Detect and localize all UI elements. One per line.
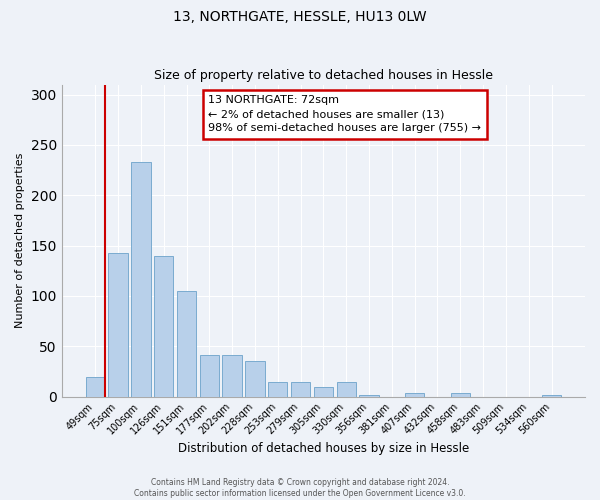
Bar	[337, 382, 356, 396]
Bar	[177, 291, 196, 397]
Bar	[359, 394, 379, 396]
Bar	[291, 382, 310, 396]
Y-axis label: Number of detached properties: Number of detached properties	[15, 153, 25, 328]
Bar	[268, 382, 287, 396]
Bar	[86, 376, 105, 396]
Bar	[109, 252, 128, 396]
Text: 13, NORTHGATE, HESSLE, HU13 0LW: 13, NORTHGATE, HESSLE, HU13 0LW	[173, 10, 427, 24]
Bar	[314, 386, 333, 396]
Bar	[131, 162, 151, 396]
Bar	[223, 356, 242, 397]
Bar	[405, 392, 424, 396]
Bar	[200, 356, 219, 397]
Text: 13 NORTHGATE: 72sqm
← 2% of detached houses are smaller (13)
98% of semi-detache: 13 NORTHGATE: 72sqm ← 2% of detached hou…	[208, 96, 481, 134]
Text: Contains HM Land Registry data © Crown copyright and database right 2024.
Contai: Contains HM Land Registry data © Crown c…	[134, 478, 466, 498]
Bar	[451, 392, 470, 396]
Title: Size of property relative to detached houses in Hessle: Size of property relative to detached ho…	[154, 69, 493, 82]
Bar	[154, 256, 173, 396]
Bar	[542, 394, 561, 396]
X-axis label: Distribution of detached houses by size in Hessle: Distribution of detached houses by size …	[178, 442, 469, 455]
Bar	[245, 362, 265, 396]
